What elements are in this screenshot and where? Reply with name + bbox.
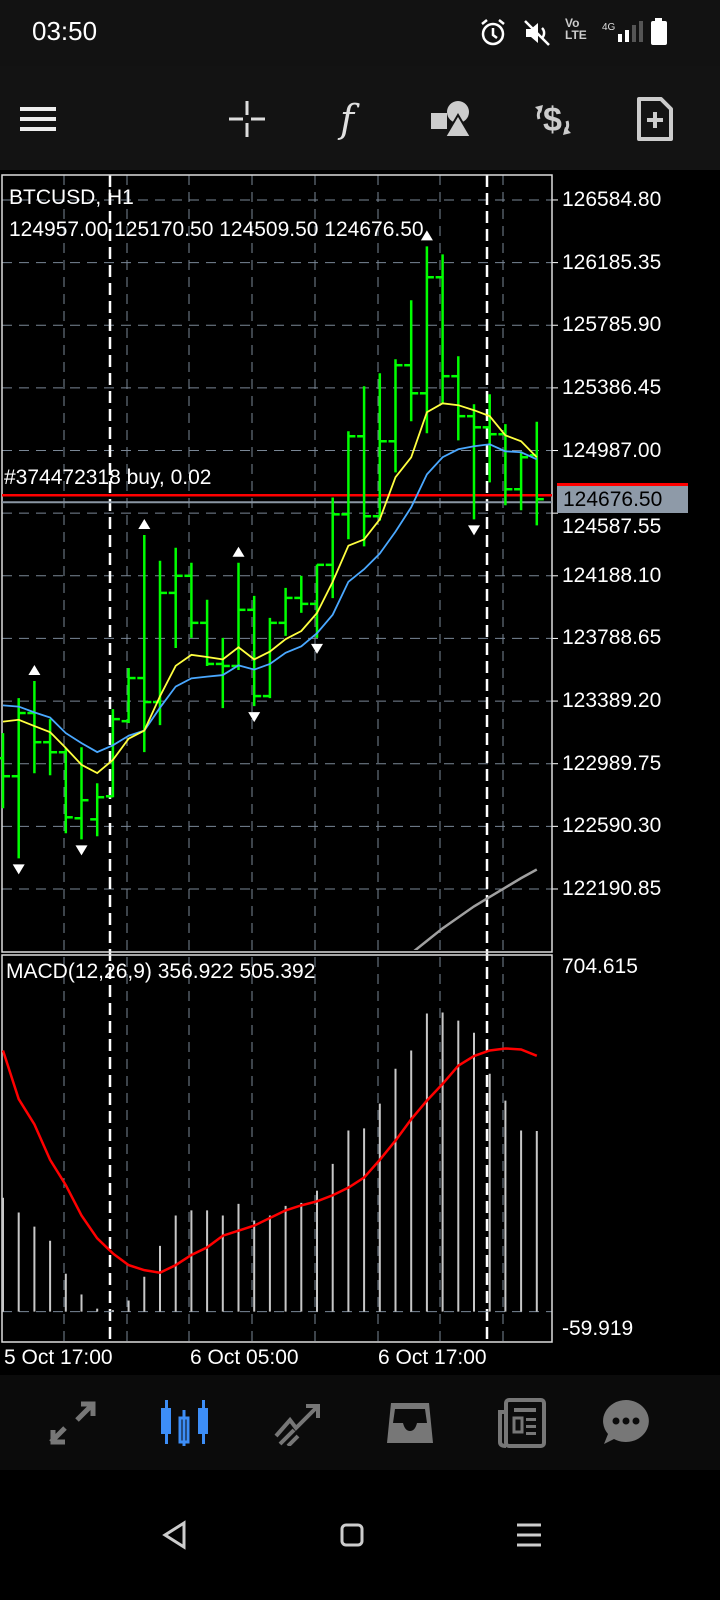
home-icon[interactable] [339,1522,365,1548]
system-navigation [0,1470,720,1600]
time-label: 5 Oct 17:00 [4,1346,113,1369]
history-icon [387,1403,433,1443]
menu-button[interactable] [14,94,64,144]
price-axis-label: 126185.35 [562,250,662,274]
macd-axis-top: 704.615 [562,955,638,978]
price-axis-label: 124188.10 [562,563,662,587]
fractal-up-arrow [28,665,41,676]
macd-axis-bottom: -59.919 [562,1317,634,1340]
time-label: 6 Oct 05:00 [190,1346,299,1369]
long-ma-line [413,868,538,950]
fractal-up-arrow [138,519,151,530]
price-axis-label: 125785.90 [562,313,662,337]
macd-signal-line [1,1047,538,1274]
fractal-down-arrow [468,525,480,536]
clock: 03:50 [32,16,98,46]
time-label: 6 Oct 17:00 [378,1346,487,1369]
indicators-icon: f [339,97,355,141]
macd-label: MACD(12,26,9) 356.922 505.392 [6,960,316,983]
price-pane-border [1,174,553,953]
price-axis-label: 122590.30 [562,814,662,838]
price-axis-label: 126584.80 [562,187,662,211]
trade-icon [274,1404,320,1446]
chart-icon [161,1400,208,1446]
indicators-button[interactable]: f [322,94,372,144]
new-order-button[interactable] [630,94,680,144]
mute-icon [524,20,550,46]
recents-icon[interactable] [515,1522,543,1548]
nav-news[interactable] [494,1397,550,1449]
fast-ma-line [2,402,538,775]
macd-pane-border [1,954,553,1343]
symbol-label: BTCUSD, H1 [9,186,134,209]
price-axis-label: 125386.45 [562,375,662,399]
trade-icon: $ [535,101,571,139]
price-axis-label: 122190.85 [562,876,662,900]
new-order-icon [637,97,673,141]
ohlc-label: 124957.00 125170.50 124509.50 124676.50 [9,218,424,241]
fractal-down-arrow [248,712,261,723]
status-bar: 03:50 Vo LTE 4G [0,0,720,66]
position-label[interactable]: #374472318 buy, 0.02 [4,466,212,489]
price-axis-label: 124987.00 [562,438,662,462]
back-icon[interactable] [160,1520,190,1550]
svg-text:$: $ [543,101,562,139]
price-chart[interactable] [0,0,720,1400]
objects-button[interactable] [426,94,476,144]
quotes-icon [49,1401,96,1445]
price-axis-label: 122989.75 [562,751,662,775]
fractal-down-arrow [311,643,323,654]
nav-trade[interactable] [270,1397,326,1449]
bottom-navigation [0,1375,720,1470]
fractal-up-arrow [232,546,245,557]
trade-button[interactable]: $ [528,94,578,144]
fractal-up-arrow [420,230,433,241]
news-icon [498,1398,546,1448]
chart-area[interactable] [0,170,720,1375]
price-axis-label: 124587.55 [562,515,662,538]
fractal-down-arrow [12,864,25,875]
chart-toolbar: f $ [0,66,720,170]
menu-icon [20,107,56,131]
network-type: 4G [602,22,616,33]
fractal-down-arrow [75,845,88,856]
chat-icon [603,1400,649,1444]
objects-icon [431,101,473,138]
price-axis-label: 123788.65 [562,626,662,650]
price-axis-label: 123389.20 [562,689,662,713]
nav-chart[interactable] [158,1397,214,1449]
crosshair-button[interactable] [222,94,272,144]
nav-history[interactable] [382,1397,438,1449]
slow-ma-line [2,443,538,754]
nav-quotes[interactable] [44,1397,100,1449]
current-price-box: 124676.50 [557,483,688,513]
crosshair-icon [229,101,265,137]
signal-icon [618,21,643,42]
alarm-icon [481,19,505,46]
nav-chat[interactable] [598,1397,654,1449]
battery-icon [651,18,667,45]
volte-icon: Vo LTE [565,16,587,42]
